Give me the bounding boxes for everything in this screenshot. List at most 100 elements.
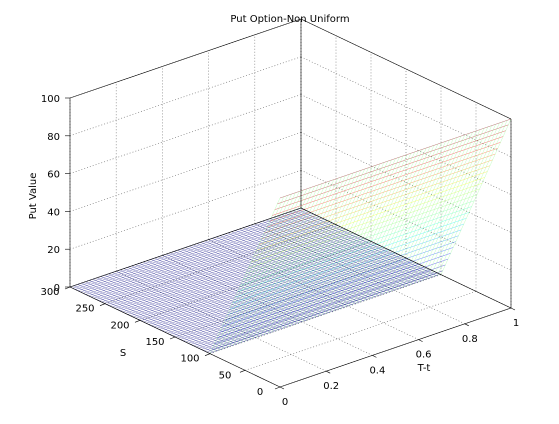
y-tick [204, 353, 211, 356]
surface-line-t [247, 226, 388, 294]
surface-line-t [250, 224, 392, 292]
surface-line-t [93, 278, 234, 346]
x-tick [418, 339, 423, 342]
surface-line-t [108, 273, 249, 341]
z-tick-label: 60 [47, 170, 60, 181]
surface-line-t [158, 256, 299, 324]
x-tick [279, 386, 285, 390]
z-tick-label: 80 [47, 132, 60, 143]
surface-line-t [139, 263, 280, 331]
surface-line-t [235, 230, 376, 298]
y-tick [169, 336, 176, 340]
x-tick [464, 323, 469, 327]
gridline-z [69, 132, 302, 212]
box-edge [300, 18, 512, 120]
y-tick-label: 300 [40, 287, 59, 298]
gridline-z [69, 56, 302, 137]
surface-mesh [69, 118, 512, 354]
x-tick-label: 0.4 [369, 365, 385, 376]
surface-line-t [281, 214, 422, 282]
surface-line-t [406, 130, 477, 287]
surface-line-t [85, 281, 226, 349]
surface-line-t [96, 277, 238, 345]
box-edge [300, 207, 512, 309]
surface-line-t [262, 220, 403, 289]
y-tick-label: 50 [219, 370, 232, 381]
surface-line-t [150, 259, 291, 327]
surface-line-t [162, 255, 303, 323]
surface-line-t [170, 252, 311, 320]
surface-line-t [239, 228, 380, 296]
chart-title: Put Option-Non Uniform [230, 14, 349, 25]
surface-line-t [112, 272, 253, 340]
surface-line-t [104, 274, 245, 343]
surface-line-t [289, 211, 430, 279]
box-edge [69, 18, 302, 99]
z-tick-label: 0 [54, 283, 60, 294]
y-tick [274, 386, 281, 390]
surface-line-t [200, 242, 341, 310]
surface-line-t [417, 126, 489, 283]
box-edge [69, 207, 302, 288]
gridline-z [69, 94, 302, 174]
surface-line-t [131, 265, 272, 333]
surface-line-t [81, 282, 222, 350]
surface-line-t [243, 227, 384, 295]
x-tick [372, 355, 377, 358]
y-tick-label: 250 [75, 304, 94, 315]
x-axis-label: T-t [417, 363, 431, 374]
surface-line-t [409, 129, 481, 286]
surface-line-t [154, 257, 295, 325]
y-tick-label: 150 [145, 337, 164, 348]
y-tick [99, 303, 106, 306]
surface-line-t [89, 280, 230, 348]
surface-line-t [223, 234, 365, 302]
y-tick [239, 370, 246, 373]
surface-line-t [166, 253, 307, 321]
surface-line-t [189, 245, 330, 314]
surface-line-t [116, 270, 257, 339]
surface-line-t [436, 120, 508, 277]
surface-line-t [146, 260, 288, 328]
surface-line-t [258, 222, 399, 290]
y-tick-label: 100 [180, 354, 199, 365]
surface-line-t [293, 210, 434, 278]
surface-line-t [270, 218, 411, 286]
axis-box [64, 18, 516, 390]
x-tick-label: 1 [513, 318, 519, 329]
x-tick-label: 0.2 [323, 381, 339, 392]
surface-line-t [425, 124, 496, 281]
surface-line-t [193, 244, 334, 312]
surface-line-t [212, 238, 353, 306]
gridlines [69, 18, 512, 388]
surface-line-t [77, 284, 218, 352]
x-tick [326, 370, 331, 374]
surface-line-t [185, 247, 326, 315]
x-axis-line [279, 307, 512, 388]
y-tick [134, 320, 141, 323]
surface-line-t [135, 264, 276, 332]
surface-line-t [277, 215, 418, 283]
x-tick-label: 0 [282, 397, 288, 408]
x-tick [510, 307, 516, 311]
surface-line-t [220, 235, 361, 303]
surface-line-t [143, 261, 284, 329]
surface-line-t [440, 118, 512, 275]
z-tick-label: 40 [47, 207, 60, 218]
surface-line-t [413, 128, 485, 284]
y-axis-label: S [120, 348, 126, 359]
surface-line-t [231, 231, 372, 299]
surface-line-t [127, 267, 268, 335]
z-tick-label: 100 [41, 94, 60, 105]
surface-line-t [227, 232, 368, 300]
x-tick-label: 0.8 [462, 334, 478, 345]
y-tick-label: 200 [110, 320, 129, 331]
surface-line-t [421, 125, 492, 282]
surface-line-t [100, 276, 241, 344]
surface-line-t [433, 121, 504, 278]
surface-line-t [254, 223, 395, 291]
surface-line-t [204, 240, 345, 308]
surface-line-t [73, 285, 214, 353]
